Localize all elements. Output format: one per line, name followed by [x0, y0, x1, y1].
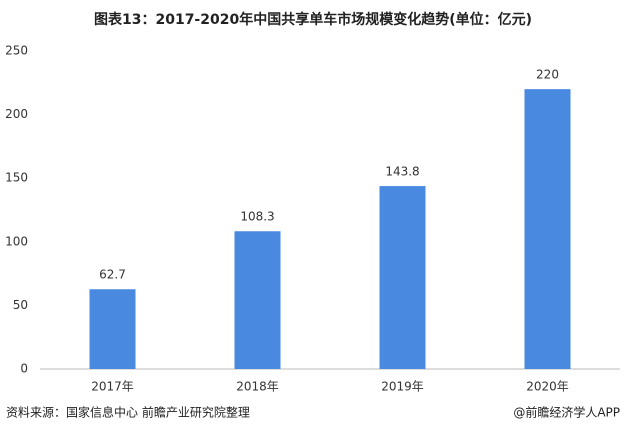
x-tick-label: 2018年 [236, 380, 279, 394]
chart-title: 图表13：2017-2020年中国共享单车市场规模变化趋势(单位：亿元) [94, 11, 532, 28]
x-tick-label: 2020年 [526, 380, 569, 394]
credit: @前瞻经济学人APP [513, 405, 620, 420]
bar [379, 186, 426, 369]
y-tick-label: 250 [5, 44, 28, 58]
bar [234, 231, 281, 369]
y-tick-label: 150 [5, 171, 28, 185]
y-tick-label: 200 [5, 107, 28, 121]
bar [89, 289, 136, 369]
data-label: 220 [536, 68, 559, 82]
data-label: 143.8 [385, 165, 419, 179]
data-label: 62.7 [99, 268, 126, 282]
y-tick-label: 0 [20, 362, 28, 376]
y-tick-label: 100 [5, 234, 28, 248]
x-tick-label: 2017年 [91, 380, 134, 394]
data-label: 108.3 [240, 210, 274, 224]
y-tick-label: 50 [13, 298, 28, 312]
x-tick-label: 2019年 [381, 380, 424, 394]
source-note: 资料来源：国家信息中心 前瞻产业研究院整理 [6, 405, 250, 420]
bar [524, 89, 571, 369]
